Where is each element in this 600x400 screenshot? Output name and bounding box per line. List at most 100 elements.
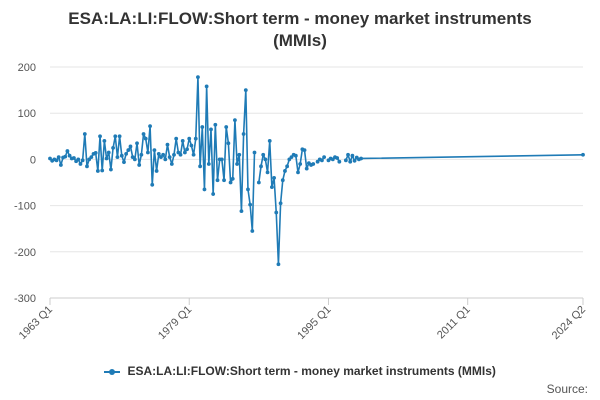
data-point[interactable] — [276, 262, 281, 267]
data-point[interactable] — [132, 157, 137, 162]
data-point[interactable] — [204, 84, 209, 89]
data-point[interactable] — [359, 156, 363, 161]
data-point[interactable] — [283, 169, 287, 173]
data-point[interactable] — [117, 134, 122, 139]
data-point[interactable] — [93, 151, 98, 155]
data-point[interactable] — [241, 132, 246, 136]
data-point[interactable] — [148, 124, 152, 129]
data-point[interactable] — [196, 75, 200, 80]
data-point[interactable] — [219, 157, 224, 162]
data-point[interactable] — [80, 158, 85, 163]
data-point[interactable] — [174, 136, 179, 141]
data-point[interactable] — [296, 170, 300, 175]
data-point[interactable] — [139, 152, 144, 157]
data-point[interactable] — [259, 164, 263, 169]
data-point[interactable] — [115, 155, 120, 159]
data-point[interactable] — [311, 162, 316, 166]
data-point[interactable] — [343, 158, 348, 163]
data-point[interactable] — [252, 150, 257, 155]
data-point[interactable] — [350, 153, 355, 158]
data-point[interactable] — [230, 176, 235, 181]
data-point[interactable] — [322, 155, 327, 159]
data-point[interactable] — [146, 150, 150, 155]
data-point[interactable] — [126, 148, 131, 153]
data-point[interactable] — [156, 151, 161, 156]
data-point[interactable] — [100, 168, 105, 173]
data-point[interactable] — [278, 201, 283, 206]
data-point[interactable] — [304, 166, 309, 171]
data-point[interactable] — [270, 185, 274, 190]
data-point[interactable] — [119, 153, 124, 158]
data-point[interactable] — [135, 141, 139, 146]
data-point[interactable] — [141, 132, 146, 136]
data-point[interactable] — [143, 136, 148, 141]
data-point[interactable] — [239, 209, 244, 214]
data-point[interactable] — [265, 170, 270, 175]
data-point[interactable] — [337, 159, 342, 164]
data-point[interactable] — [182, 150, 187, 155]
data-point[interactable] — [76, 157, 81, 162]
data-point[interactable] — [215, 178, 220, 183]
data-point[interactable] — [178, 152, 183, 157]
data-point[interactable] — [193, 136, 198, 141]
data-point[interactable] — [106, 150, 111, 155]
data-point[interactable] — [256, 180, 261, 185]
data-point[interactable] — [233, 118, 237, 123]
data-point[interactable] — [222, 178, 226, 183]
data-point[interactable] — [67, 153, 72, 158]
data-point[interactable] — [161, 152, 166, 157]
data-point[interactable] — [111, 145, 115, 150]
data-point[interactable] — [78, 162, 83, 166]
data-point[interactable] — [198, 164, 203, 169]
data-point[interactable] — [191, 152, 196, 157]
data-point[interactable] — [263, 157, 268, 162]
data-point[interactable] — [346, 152, 350, 157]
data-point[interactable] — [274, 210, 279, 215]
data-point[interactable] — [335, 156, 340, 160]
data-point[interactable] — [298, 162, 303, 166]
data-point[interactable] — [150, 182, 155, 187]
data-point[interactable] — [89, 155, 94, 159]
data-point[interactable] — [237, 152, 242, 157]
data-point[interactable] — [104, 156, 109, 161]
data-point[interactable] — [124, 151, 129, 156]
data-point[interactable] — [272, 175, 276, 180]
data-point[interactable] — [98, 134, 102, 139]
data-point[interactable] — [58, 163, 63, 167]
data-point[interactable] — [137, 163, 142, 167]
data-point[interactable] — [82, 132, 87, 136]
data-point[interactable] — [109, 167, 113, 172]
data-point[interactable] — [302, 148, 307, 153]
data-point[interactable] — [187, 136, 192, 141]
data-point[interactable] — [85, 164, 89, 169]
data-point[interactable] — [267, 139, 272, 143]
legend[interactable]: ESA:LA:LI:FLOW:Short term - money market… — [0, 364, 600, 378]
data-point[interactable] — [200, 125, 205, 129]
data-point[interactable] — [65, 149, 70, 153]
data-point[interactable] — [348, 159, 353, 164]
data-point[interactable] — [581, 152, 585, 157]
data-point[interactable] — [261, 152, 266, 157]
data-point[interactable] — [211, 192, 216, 196]
data-point[interactable] — [246, 187, 250, 192]
data-point[interactable] — [165, 142, 170, 147]
data-point[interactable] — [243, 88, 248, 92]
data-point[interactable] — [152, 148, 157, 153]
data-point[interactable] — [293, 153, 298, 158]
data-point[interactable] — [228, 180, 233, 185]
data-point[interactable] — [122, 160, 126, 165]
data-point[interactable] — [248, 202, 253, 207]
data-point[interactable] — [128, 144, 133, 149]
data-point[interactable] — [206, 162, 211, 166]
data-point[interactable] — [180, 139, 185, 143]
data-point[interactable] — [185, 147, 189, 152]
data-point[interactable] — [280, 178, 285, 183]
data-point[interactable] — [54, 158, 59, 163]
data-point[interactable] — [320, 158, 324, 163]
data-point[interactable] — [95, 169, 100, 173]
data-point[interactable] — [235, 162, 239, 166]
data-point[interactable] — [169, 162, 174, 166]
data-point[interactable] — [172, 152, 176, 157]
data-point[interactable] — [167, 155, 172, 159]
data-point[interactable] — [224, 125, 229, 129]
